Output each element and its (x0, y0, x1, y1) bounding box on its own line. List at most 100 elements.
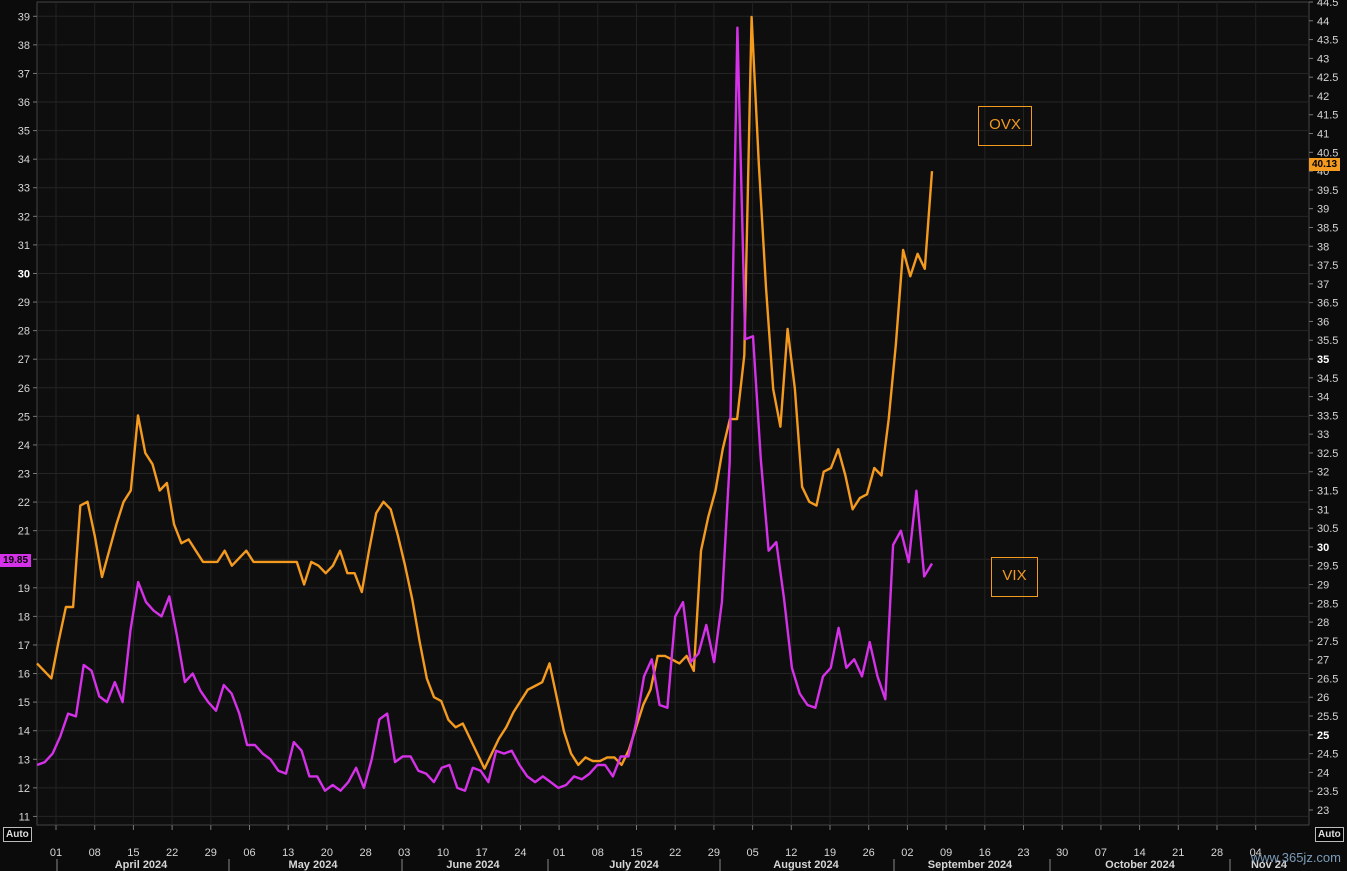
right-tick-label: 32.5 (1317, 448, 1338, 460)
right-tick-label: 30 (1317, 542, 1329, 554)
x-tick-label: 15 (630, 847, 642, 859)
right-tick-label: 44 (1317, 16, 1329, 28)
right-tick-label: 34 (1317, 392, 1329, 404)
x-tick-label: 21 (1172, 847, 1184, 859)
right-tick-label: 26 (1317, 692, 1329, 704)
right-tick-label: 31.5 (1317, 486, 1338, 498)
x-tick-label: 12 (785, 847, 797, 859)
x-tick-label: 30 (1056, 847, 1068, 859)
left-tick-label: 12 (18, 783, 30, 795)
left-tick-label: 39 (18, 11, 30, 23)
month-label: April 2024 (115, 859, 168, 871)
left-tick-label: 19 (18, 583, 30, 595)
left-tick-label: 24 (18, 440, 30, 452)
x-axis-ticks: 01 08 15 22 29 06 13 20 28 03 10 17 24 01 08 15 22 29 05 12… (50, 825, 1288, 871)
left-tick-label: 11 (19, 811, 30, 823)
right-tick-label: 25 (1317, 730, 1329, 742)
x-tick-label: 29 (205, 847, 217, 859)
ovx-series-line (36, 15, 934, 770)
left-axis-ticks: 1112131415161718192021222324252627282930… (18, 11, 37, 823)
right-tick-label: 29.5 (1317, 561, 1338, 573)
left-tick-label: 17 (18, 640, 30, 652)
right-tick-label: 39.5 (1317, 185, 1338, 197)
x-tick-label: 02 (901, 847, 913, 859)
grid (36, 1, 1310, 826)
ovx-legend-label: OVX (978, 106, 1032, 146)
left-tick-label: 33 (18, 183, 30, 195)
left-tick-label: 36 (18, 97, 30, 109)
left-tick-label: 14 (18, 726, 30, 738)
x-tick-label: 05 (746, 847, 758, 859)
x-tick-label: 26 (863, 847, 875, 859)
month-label: July 2024 (609, 859, 659, 871)
right-axis-ticks: 23 23.5 24 24.5 25 25.5 26 26.5 27 27.5 28 28.5 29 29… (1309, 0, 1338, 817)
x-tick-label: 13 (282, 847, 294, 859)
left-tick-label: 21 (18, 526, 30, 538)
ovx-last-value-badge: 40.13 (1309, 158, 1341, 171)
right-axis-auto-button[interactable]: Auto (1315, 827, 1344, 842)
x-tick-label: 17 (476, 847, 488, 859)
left-tick-label: 15 (18, 697, 30, 709)
x-tick-label: 23 (1017, 847, 1029, 859)
left-tick-label: 25 (18, 411, 30, 423)
right-tick-label: 37 (1317, 279, 1329, 291)
watermark: www.365jz.com (1250, 850, 1341, 865)
right-tick-label: 34.5 (1317, 373, 1338, 385)
right-tick-label: 42 (1317, 91, 1329, 103)
x-tick-label: 28 (359, 847, 371, 859)
month-label: Nov 24 (1251, 859, 1288, 871)
x-tick-label: 15 (127, 847, 139, 859)
right-tick-label: 42.5 (1317, 72, 1338, 84)
left-tick-label: 22 (18, 497, 30, 509)
left-tick-label: 32 (18, 211, 30, 223)
left-tick-label: 26 (18, 383, 30, 395)
right-tick-label: 28 (1317, 617, 1329, 629)
x-tick-label: 22 (669, 847, 681, 859)
right-tick-label: 31 (1317, 504, 1329, 516)
month-label: October 2024 (1105, 859, 1176, 871)
vix-series-line (36, 26, 934, 792)
x-tick-label: 22 (166, 847, 178, 859)
left-tick-label: 34 (18, 154, 30, 166)
plot-area (36, 1, 1310, 826)
right-tick-label: 43 (1317, 53, 1329, 65)
right-tick-label: 37.5 (1317, 260, 1338, 272)
x-tick-label: 01 (50, 847, 62, 859)
right-tick-label: 28.5 (1317, 598, 1338, 610)
left-tick-label: 23 (18, 469, 30, 481)
x-tick-label: 03 (398, 847, 410, 859)
x-tick-label: 08 (592, 847, 604, 859)
right-tick-label: 36.5 (1317, 298, 1338, 310)
left-tick-label: 27 (18, 354, 30, 366)
left-tick-label: 31 (18, 240, 30, 252)
right-tick-label: 32 (1317, 467, 1329, 479)
right-tick-label: 38 (1317, 241, 1329, 253)
right-tick-label: 41 (1317, 129, 1329, 141)
left-tick-label: 38 (18, 40, 30, 52)
left-axis-auto-button[interactable]: Auto (3, 827, 32, 842)
x-tick-label: 28 (1211, 847, 1223, 859)
x-tick-label: 14 (1133, 847, 1145, 859)
month-label: August 2024 (773, 859, 839, 871)
x-tick-label: 10 (437, 847, 449, 859)
x-tick-label: 20 (321, 847, 333, 859)
right-tick-label: 23.5 (1317, 786, 1338, 798)
right-tick-label: 26.5 (1317, 673, 1338, 685)
left-tick-label: 18 (18, 611, 30, 623)
x-tick-label: 19 (824, 847, 836, 859)
right-tick-label: 33.5 (1317, 410, 1338, 422)
x-tick-label: 16 (979, 847, 991, 859)
month-label: June 2024 (446, 859, 500, 871)
left-tick-label: 16 (18, 669, 30, 681)
right-tick-label: 27 (1317, 655, 1329, 667)
x-tick-label: 29 (708, 847, 720, 859)
right-tick-label: 35.5 (1317, 335, 1338, 347)
vix-legend-label: VIX (991, 557, 1038, 597)
series-layer (36, 15, 934, 792)
x-tick-label: 08 (89, 847, 101, 859)
right-tick-label: 41.5 (1317, 110, 1338, 122)
right-tick-label: 24 (1317, 767, 1329, 779)
right-tick-label: 38.5 (1317, 222, 1338, 234)
left-tick-label: 35 (18, 126, 30, 138)
